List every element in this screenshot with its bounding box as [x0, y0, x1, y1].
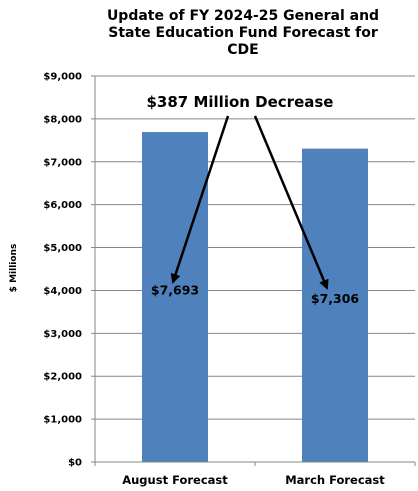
- x-category-label: March Forecast: [285, 473, 385, 487]
- y-tick-label: $3,000: [43, 329, 82, 340]
- bar: [302, 148, 368, 462]
- annotation-arrows: [170, 115, 329, 290]
- chart-title-line: CDE: [227, 42, 258, 58]
- data-label: $7,306: [311, 291, 360, 306]
- bar: [142, 132, 208, 462]
- y-tick-label: $9,000: [43, 72, 82, 83]
- y-tick-label: $7,000: [43, 157, 82, 168]
- y-tick-label: $4,000: [43, 286, 82, 297]
- annotation-text: $387 Million Decrease: [147, 93, 334, 111]
- chart-title-line: State Education Fund Forecast for: [108, 25, 378, 41]
- y-tick-label: $6,000: [43, 200, 82, 211]
- y-tick-labels: $0 $1,000 $2,000 $3,000 $4,000 $5,000 $6,000 $7…: [43, 72, 82, 469]
- arrow-left: [170, 115, 230, 284]
- y-tick-label: $1,000: [43, 415, 82, 426]
- y-axis-label: $ Millions: [9, 244, 19, 293]
- axes: [91, 75, 416, 466]
- bars: [142, 132, 368, 462]
- x-category-labels: August Forecast March Forecast: [122, 473, 385, 487]
- y-tick-label: $2,000: [43, 372, 82, 383]
- chart-title-line: Update of FY 2024-25 General and: [107, 8, 379, 24]
- y-tick-label: $5,000: [43, 243, 82, 254]
- data-labels: $7,693 $7,306: [151, 282, 360, 306]
- x-category-label: August Forecast: [122, 473, 228, 487]
- arrow-right: [253, 115, 329, 290]
- data-label: $7,693: [151, 282, 199, 297]
- y-tick-label: $0: [68, 458, 82, 469]
- y-tick-label: $8,000: [43, 114, 82, 125]
